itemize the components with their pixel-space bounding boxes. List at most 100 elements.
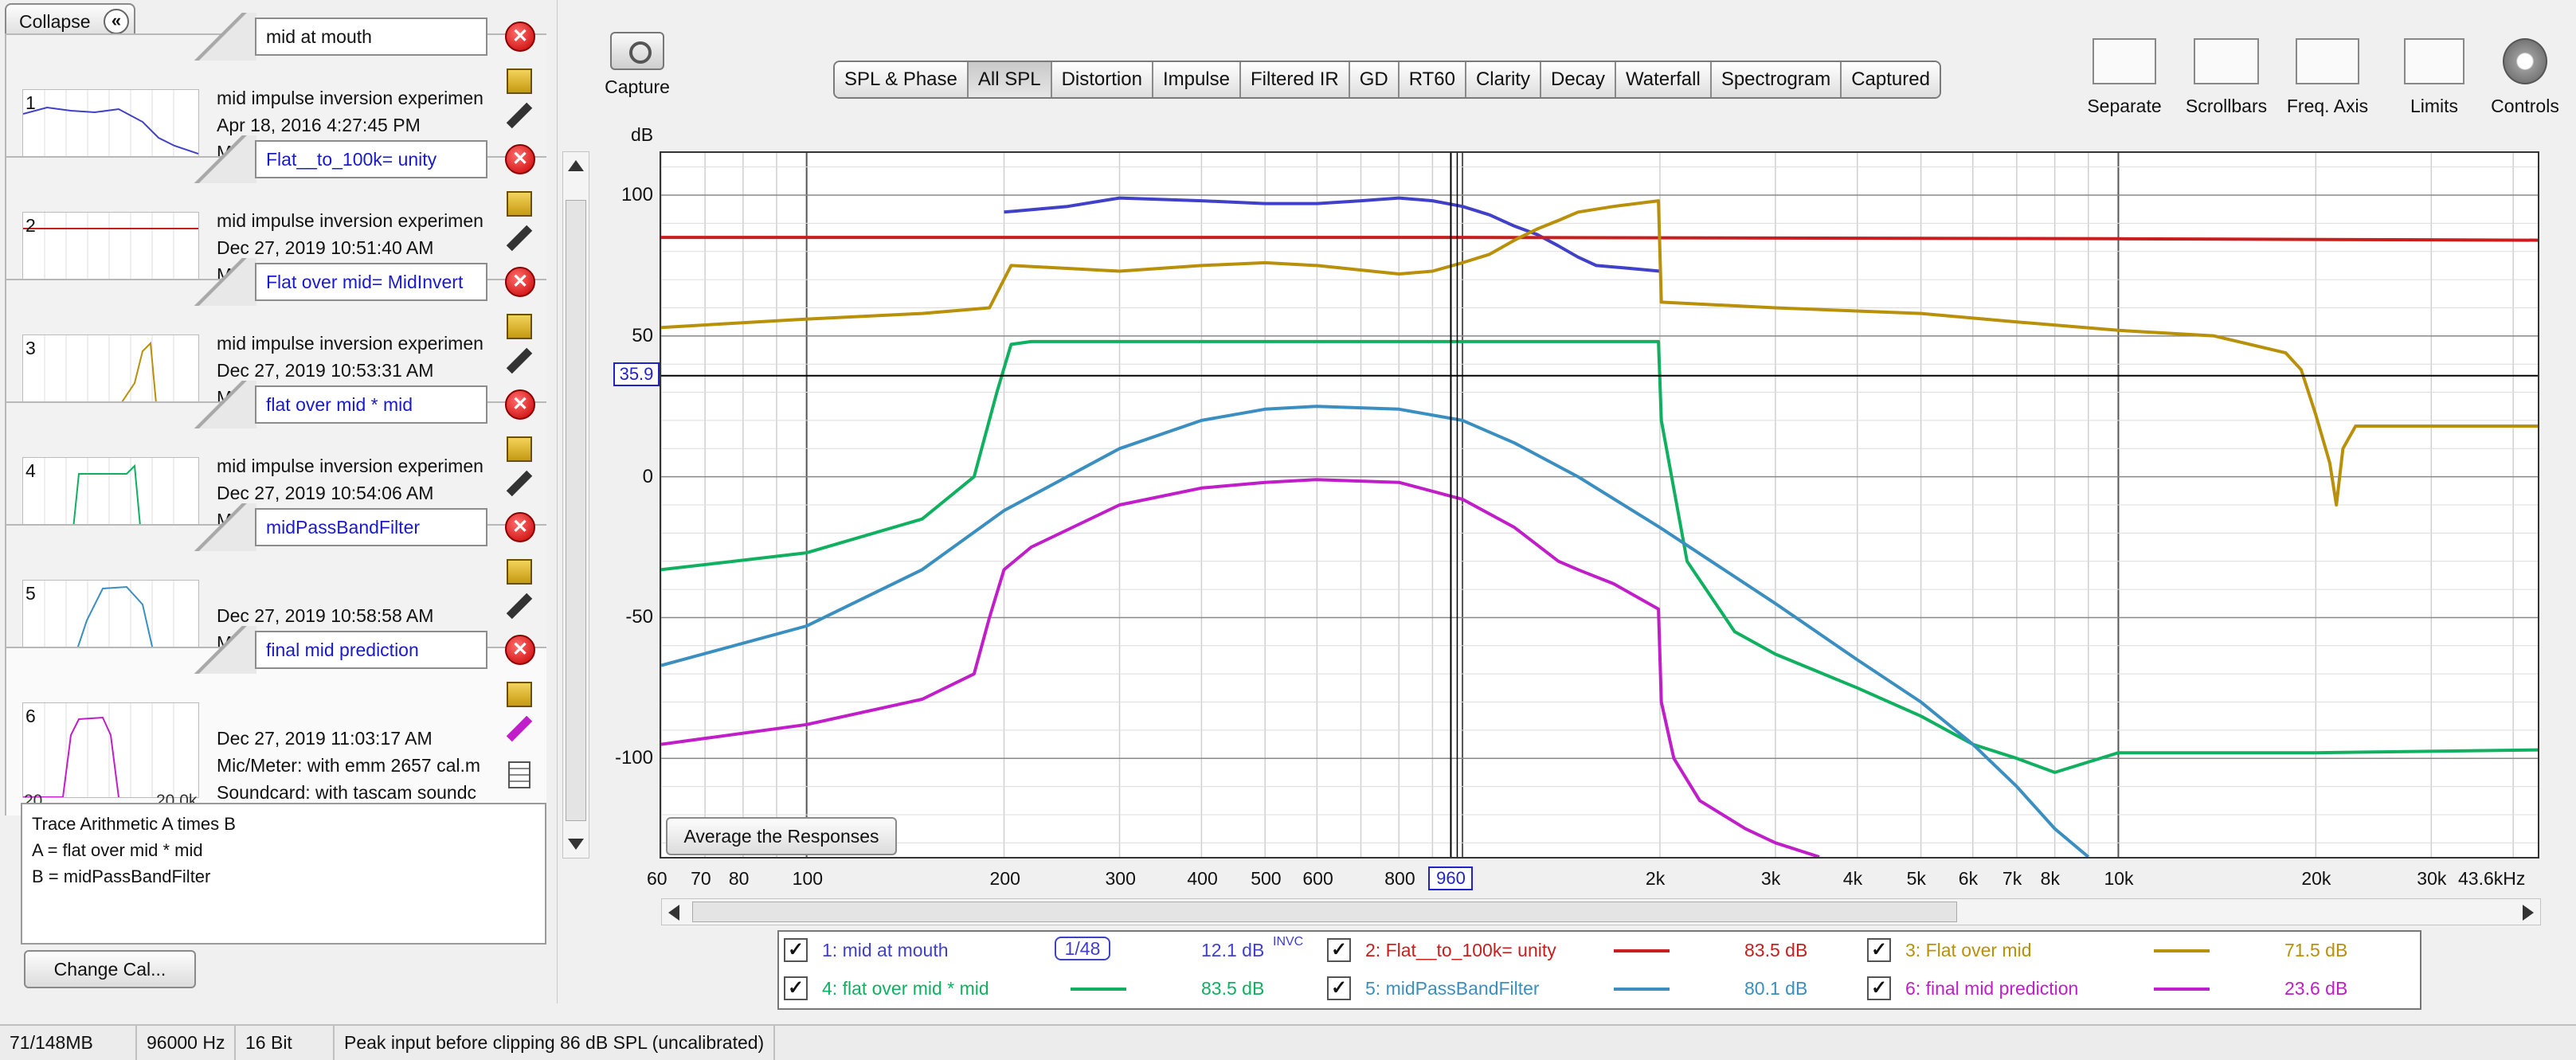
freq-axis-icon	[2296, 38, 2359, 84]
save-measurement-icon[interactable]	[507, 314, 532, 339]
y-tick-label: 50	[632, 324, 653, 346]
tab-spectrogram[interactable]: Spectrogram	[1711, 62, 1842, 97]
tab-all-spl[interactable]: All SPL	[968, 62, 1052, 97]
measurement-number: 3	[25, 338, 36, 358]
x-tick-label: 80	[728, 868, 750, 889]
trace-visible-checkbox[interactable]: ✓	[784, 976, 808, 1000]
scroll-down-arrow-icon[interactable]	[568, 839, 584, 850]
save-measurement-icon[interactable]	[507, 682, 532, 707]
measurement-number: 6	[25, 706, 36, 726]
y-tick-label: 100	[621, 184, 653, 206]
save-measurement-icon[interactable]	[507, 68, 532, 94]
average-responses-button[interactable]: Average the Responses	[666, 817, 897, 855]
measurement-number: 2	[25, 215, 36, 236]
trace-visible-checkbox[interactable]: ✓	[1867, 976, 1891, 1000]
tab-rt60[interactable]: RT60	[1399, 62, 1466, 97]
legend-label: 1: mid at mouth	[822, 940, 949, 960]
measurement-detail: mid impulse inversion experimen	[217, 88, 483, 108]
toolbar-separate-button[interactable]: Separate	[2081, 38, 2168, 117]
delete-measurement-icon[interactable]: ✕	[505, 635, 535, 665]
scroll-left-arrow-icon[interactable]	[668, 905, 679, 921]
legend-label: 2: Flat__to_100k= unity	[1365, 940, 1556, 960]
delete-measurement-icon[interactable]: ✕	[505, 144, 535, 174]
toolbar-scrollbars-button[interactable]: Scrollbars	[2183, 38, 2270, 117]
tab-notch	[183, 135, 256, 183]
tab-distortion[interactable]: Distortion	[1051, 62, 1153, 97]
legend-swatch	[1614, 988, 1670, 991]
smoothing-badge[interactable]: 1/48	[1055, 937, 1110, 960]
tab-notch	[183, 13, 256, 61]
status-field: Peak input before clipping 86 dB SPL (un…	[335, 1026, 776, 1060]
trace-4	[661, 339, 2538, 774]
tab-waterfall[interactable]: Waterfall	[1616, 62, 1712, 97]
measurement-number: 4	[25, 460, 36, 481]
tab-decay[interactable]: Decay	[1541, 62, 1617, 97]
measurement-name-field[interactable]: Flat over mid= MidInvert	[255, 263, 487, 301]
measurement-name-field[interactable]: midPassBandFilter	[255, 508, 487, 546]
trace-visible-checkbox[interactable]: ✓	[1327, 976, 1351, 1000]
x-tick-label: 300	[1105, 868, 1136, 889]
delete-measurement-icon[interactable]: ✕	[505, 267, 535, 297]
x-tick-label: 43.6kHz	[2458, 868, 2526, 889]
measurement-number: 1	[25, 92, 36, 113]
toolbar-limits-button[interactable]: Limits	[2393, 38, 2476, 117]
legend-value: 80.1 dB	[1744, 978, 1808, 999]
toolbar-label: Controls	[2491, 96, 2559, 116]
toolbar-controls-button[interactable]: Controls	[2485, 38, 2565, 117]
tab-notch	[183, 381, 256, 428]
status-field: 71/148MB	[0, 1026, 137, 1060]
measurement-detail: mid impulse inversion experimen	[217, 333, 483, 354]
change-cal-button[interactable]: Change Cal...	[24, 950, 196, 988]
scroll-thumb[interactable]	[692, 902, 1957, 922]
measurement-thumbnail[interactable]	[22, 702, 199, 798]
tab-gd[interactable]: GD	[1349, 62, 1400, 97]
scroll-thumb[interactable]	[566, 200, 586, 821]
capture-button[interactable]: Capture	[599, 32, 675, 98]
legend-label: 4: flat over mid * mid	[822, 978, 989, 999]
legend-label: 3: Flat over mid	[1905, 940, 2032, 960]
scroll-right-arrow-icon[interactable]	[2523, 905, 2534, 921]
measurement-name-field[interactable]: flat over mid * mid	[255, 385, 487, 424]
tab-spl-phase[interactable]: SPL & Phase	[835, 62, 969, 97]
spl-graph[interactable]	[660, 151, 2539, 859]
limits-icon	[2404, 38, 2464, 84]
x-tick-label: 8k	[2040, 868, 2060, 889]
save-measurement-icon[interactable]	[507, 436, 532, 462]
status-field: 96000 Hz	[137, 1026, 236, 1060]
tab-impulse[interactable]: Impulse	[1153, 62, 1241, 97]
measurement-list-scrollbar[interactable]	[562, 151, 589, 859]
save-measurement-icon[interactable]	[507, 559, 532, 585]
trace-info-box: Trace Arithmetic A times B A = flat over…	[21, 803, 546, 945]
toolbar-freq-axis-button[interactable]: Freq. Axis	[2280, 38, 2375, 117]
tab-notch	[183, 503, 256, 551]
measurement-notes-icon[interactable]	[508, 761, 530, 788]
scrollbars-icon	[2194, 38, 2259, 84]
y-tick-label: -50	[625, 606, 653, 628]
thumbnail-trace	[23, 716, 119, 798]
legend-value: 83.5 dB	[1744, 940, 1808, 960]
tab-filtered-ir[interactable]: Filtered IR	[1241, 62, 1350, 97]
trace-visible-checkbox[interactable]: ✓	[1867, 938, 1891, 962]
measurement-name-field[interactable]: mid at mouth	[255, 18, 487, 56]
measurement-name-field[interactable]: final mid prediction	[255, 631, 487, 669]
measurement-detail: Dec 27, 2019 10:53:31 AM	[217, 360, 434, 381]
measurement-name-field[interactable]: Flat__to_100k= unity	[255, 140, 487, 178]
x-tick-label: 200	[989, 868, 1020, 889]
cursor-x-readout: 960	[1428, 866, 1474, 890]
x-tick-label: 20k	[2301, 868, 2331, 889]
status-bar: 71/148MB 96000 Hz 16 Bit Peak input before …	[0, 1024, 2576, 1060]
delete-measurement-icon[interactable]: ✕	[505, 512, 535, 542]
scroll-up-arrow-icon[interactable]	[568, 160, 584, 171]
tab-captured[interactable]: Captured	[1842, 62, 1940, 97]
save-measurement-icon[interactable]	[507, 191, 532, 217]
thumbnail-trace	[22, 106, 199, 155]
delete-measurement-icon[interactable]: ✕	[505, 22, 535, 52]
tab-clarity[interactable]: Clarity	[1466, 62, 1541, 97]
delete-measurement-icon[interactable]: ✕	[505, 389, 535, 420]
trace-visible-checkbox[interactable]: ✓	[1327, 938, 1351, 962]
trace-visible-checkbox[interactable]: ✓	[784, 938, 808, 962]
graph-horizontal-scrollbar[interactable]	[661, 898, 2541, 925]
legend-swatch	[1071, 988, 1126, 991]
legend-label: 5: midPassBandFilter	[1365, 978, 1540, 999]
toolbar-label: Scrollbars	[2185, 96, 2268, 116]
